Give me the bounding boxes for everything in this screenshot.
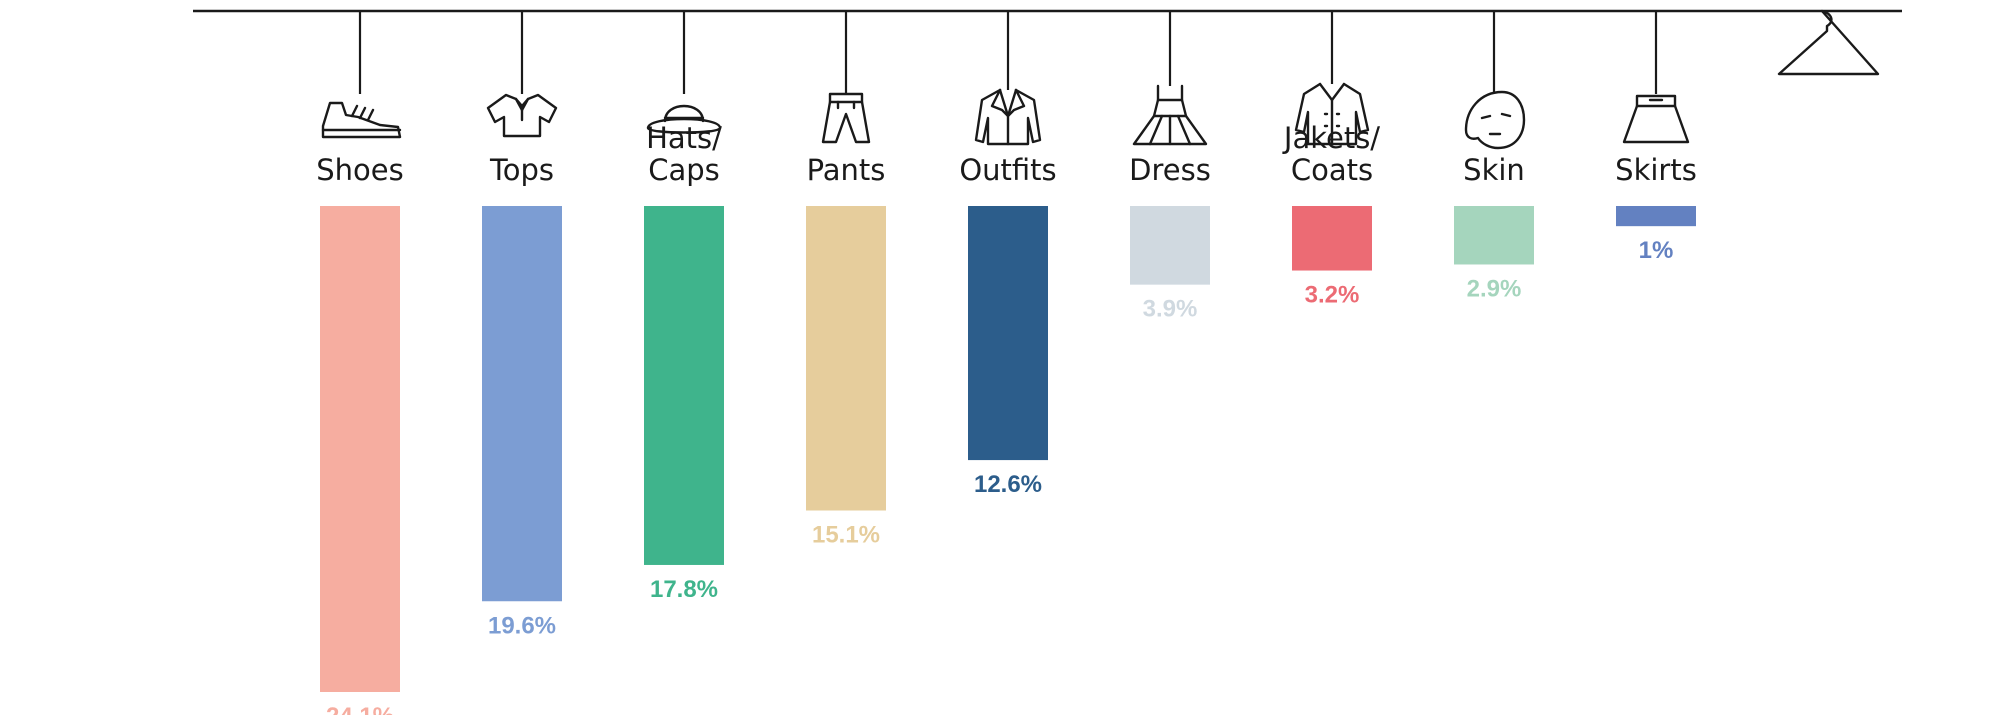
sneaker-icon: [321, 101, 402, 139]
category-label: Skirts: [1615, 153, 1697, 187]
blazer-icon: [974, 88, 1042, 146]
category-group: Shoes 24.1%: [316, 11, 404, 715]
bar: [1292, 206, 1372, 271]
bar: [1616, 206, 1696, 227]
category-group: Skirts 1%: [1615, 11, 1697, 264]
data-label: 3.2%: [1305, 282, 1360, 309]
category-group: Hats/Caps 17.8%: [644, 11, 724, 603]
bar: [644, 206, 724, 565]
bar: [320, 206, 400, 692]
category-group: Pants 15.1%: [806, 11, 886, 549]
data-label: 2.9%: [1467, 275, 1522, 302]
data-label: 12.6%: [974, 471, 1042, 498]
data-label: 1%: [1639, 237, 1674, 264]
category-group: Skin 2.9%: [1454, 11, 1534, 302]
category-label: Skin: [1463, 153, 1525, 187]
data-label: 17.8%: [650, 576, 718, 603]
dress-icon: [1132, 84, 1208, 146]
coat-icon: [1294, 82, 1370, 146]
data-label: 3.9%: [1143, 296, 1198, 323]
polo-shirt-icon: [486, 93, 558, 138]
category-label: Dress: [1129, 153, 1211, 187]
hat-icon: [646, 104, 722, 134]
bar: [1454, 206, 1534, 265]
skirt-icon: [1622, 94, 1690, 144]
bar: [482, 206, 562, 602]
category-label: Jakets/: [1282, 121, 1380, 155]
category-label: Shoes: [316, 153, 403, 187]
hanger-icon: [1777, 9, 1880, 76]
face-mask-icon: [1464, 90, 1526, 150]
category-group: Jakets/Coats 3.2%: [1282, 11, 1380, 309]
category-group: Tops 19.6%: [482, 11, 562, 639]
data-label: 15.1%: [812, 522, 880, 549]
category-label: Coats: [1291, 153, 1373, 187]
bar: [806, 206, 886, 511]
bar: [1130, 206, 1210, 285]
category-label: Hats/: [646, 121, 722, 155]
data-label: 19.6%: [488, 612, 556, 639]
category-label: Outfits: [959, 153, 1056, 187]
data-label: 24.1%: [326, 703, 394, 715]
category-label: Caps: [648, 153, 720, 187]
pants-icon: [821, 92, 871, 144]
bar: [968, 206, 1048, 461]
category-label: Tops: [489, 153, 554, 187]
category-label: Pants: [807, 153, 886, 187]
category-group: Dress 3.9%: [1129, 11, 1211, 323]
category-group: Outfits 12.6%: [959, 11, 1057, 498]
